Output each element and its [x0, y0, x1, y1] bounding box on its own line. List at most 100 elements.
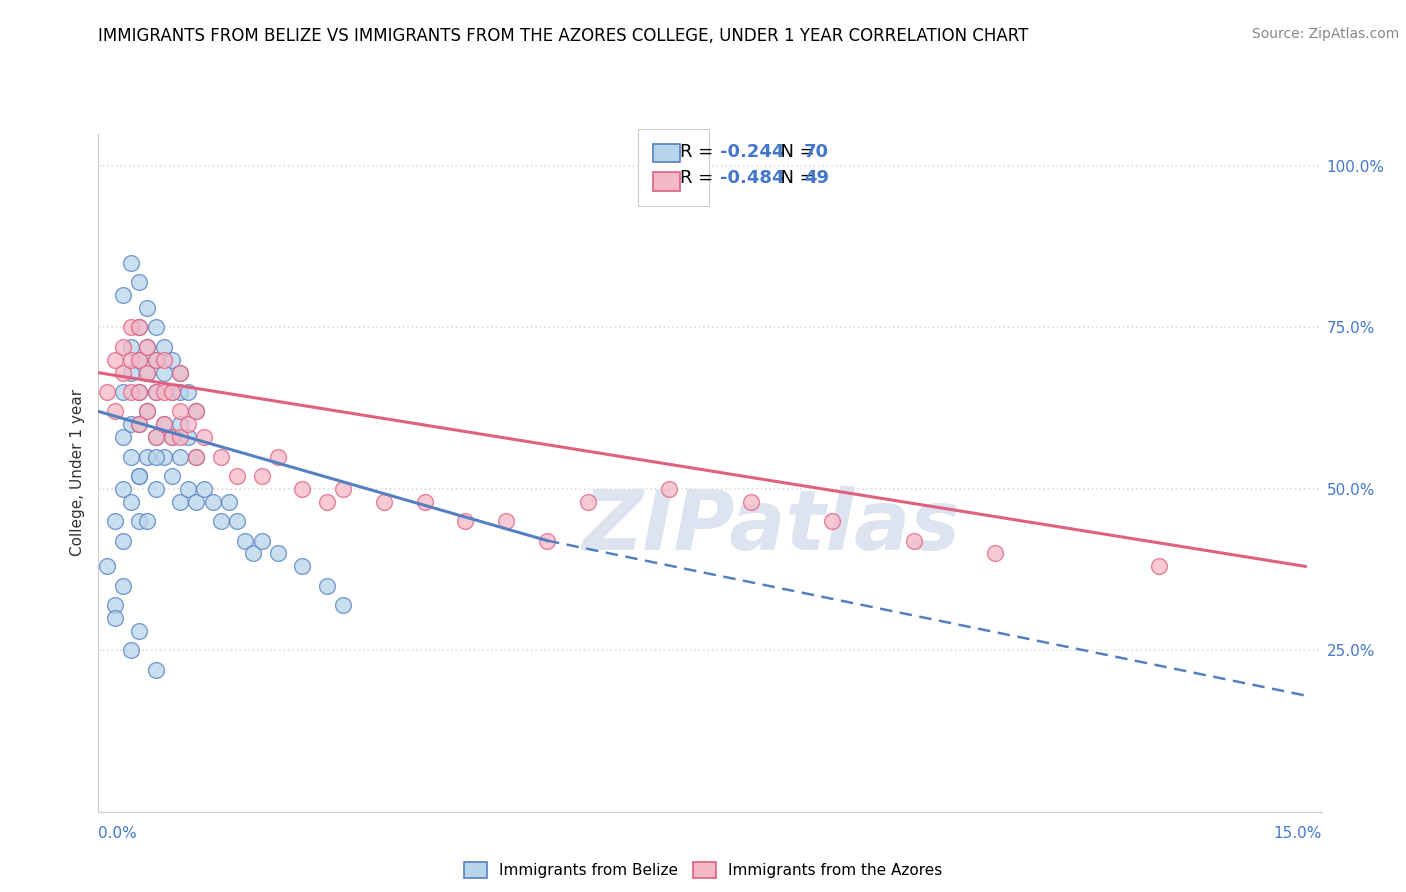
- Point: [96, 385, 118, 400]
- Point: [128, 417, 150, 432]
- Point: [186, 404, 208, 418]
- Point: [209, 450, 232, 464]
- Point: [104, 514, 127, 528]
- Text: ZIPatlas: ZIPatlas: [582, 486, 960, 567]
- Point: [136, 340, 159, 354]
- Point: [169, 404, 191, 418]
- Point: [152, 366, 174, 380]
- Point: [152, 417, 174, 432]
- Point: [169, 450, 191, 464]
- Point: [218, 495, 240, 509]
- Point: [120, 417, 142, 432]
- Point: [136, 404, 159, 418]
- Point: [128, 469, 150, 483]
- Point: [169, 430, 191, 444]
- Point: [250, 469, 273, 483]
- Point: [169, 366, 191, 380]
- Point: [177, 417, 200, 432]
- Point: [136, 404, 159, 418]
- Point: [145, 450, 167, 464]
- Text: 70: 70: [804, 143, 830, 161]
- Point: [169, 495, 191, 509]
- Point: [136, 340, 159, 354]
- Point: [160, 469, 183, 483]
- Point: [152, 340, 174, 354]
- Point: [128, 514, 150, 528]
- Point: [152, 352, 174, 367]
- Point: [128, 352, 150, 367]
- Point: [169, 385, 191, 400]
- Point: [177, 482, 200, 496]
- Point: [495, 514, 517, 528]
- Point: [111, 340, 134, 354]
- Point: [209, 514, 232, 528]
- Point: [169, 366, 191, 380]
- Point: [332, 598, 354, 612]
- Point: [315, 579, 337, 593]
- Point: [373, 495, 395, 509]
- Point: [193, 482, 215, 496]
- Point: [104, 352, 127, 367]
- Point: [821, 514, 844, 528]
- Text: Source: ZipAtlas.com: Source: ZipAtlas.com: [1251, 27, 1399, 41]
- Point: [120, 340, 142, 354]
- Point: [111, 385, 134, 400]
- Text: R =: R =: [681, 169, 720, 187]
- Point: [128, 320, 150, 334]
- Text: N =: N =: [769, 143, 821, 161]
- Point: [136, 301, 159, 315]
- Text: 0.0%: 0.0%: [98, 827, 138, 841]
- Point: [152, 450, 174, 464]
- Point: [120, 495, 142, 509]
- Point: [136, 450, 159, 464]
- Point: [111, 366, 134, 380]
- Point: [186, 404, 208, 418]
- Point: [186, 450, 208, 464]
- Point: [111, 430, 134, 444]
- Point: [160, 352, 183, 367]
- Point: [145, 430, 167, 444]
- Point: [145, 385, 167, 400]
- Point: [160, 385, 183, 400]
- Point: [454, 514, 477, 528]
- Point: [145, 663, 167, 677]
- Point: [136, 366, 159, 380]
- Point: [120, 366, 142, 380]
- Legend: Immigrants from Belize, Immigrants from the Azores: Immigrants from Belize, Immigrants from …: [457, 856, 949, 884]
- Point: [136, 366, 159, 380]
- Text: IMMIGRANTS FROM BELIZE VS IMMIGRANTS FROM THE AZORES COLLEGE, UNDER 1 YEAR CORRE: IMMIGRANTS FROM BELIZE VS IMMIGRANTS FRO…: [98, 27, 1029, 45]
- Text: 49: 49: [804, 169, 830, 187]
- Point: [104, 598, 127, 612]
- Point: [291, 559, 314, 574]
- Point: [111, 533, 134, 548]
- Point: [242, 546, 264, 560]
- Point: [111, 288, 134, 302]
- Point: [201, 495, 224, 509]
- Point: [233, 533, 256, 548]
- Point: [152, 417, 174, 432]
- Point: [120, 320, 142, 334]
- Point: [104, 611, 127, 625]
- Point: [136, 514, 159, 528]
- Point: [226, 469, 249, 483]
- Text: N =: N =: [769, 169, 821, 187]
- Point: [111, 482, 134, 496]
- Point: [177, 385, 200, 400]
- Text: -0.484: -0.484: [720, 169, 785, 187]
- Point: [160, 385, 183, 400]
- Point: [315, 495, 337, 509]
- Point: [984, 546, 1007, 560]
- Point: [576, 495, 599, 509]
- Point: [120, 256, 142, 270]
- Point: [332, 482, 354, 496]
- Point: [177, 430, 200, 444]
- Point: [160, 430, 183, 444]
- Point: [111, 579, 134, 593]
- Point: [120, 385, 142, 400]
- Point: [1147, 559, 1170, 574]
- Point: [160, 430, 183, 444]
- Text: 15.0%: 15.0%: [1274, 827, 1322, 841]
- Point: [152, 385, 174, 400]
- Text: -0.244: -0.244: [720, 143, 785, 161]
- Point: [291, 482, 314, 496]
